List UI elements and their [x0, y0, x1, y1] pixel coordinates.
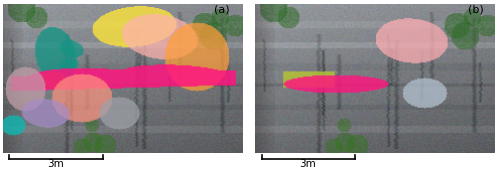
Text: 3m: 3m — [47, 159, 64, 169]
Text: 3m: 3m — [300, 159, 316, 169]
Text: (b): (b) — [468, 4, 484, 14]
Text: (a): (a) — [214, 4, 230, 14]
